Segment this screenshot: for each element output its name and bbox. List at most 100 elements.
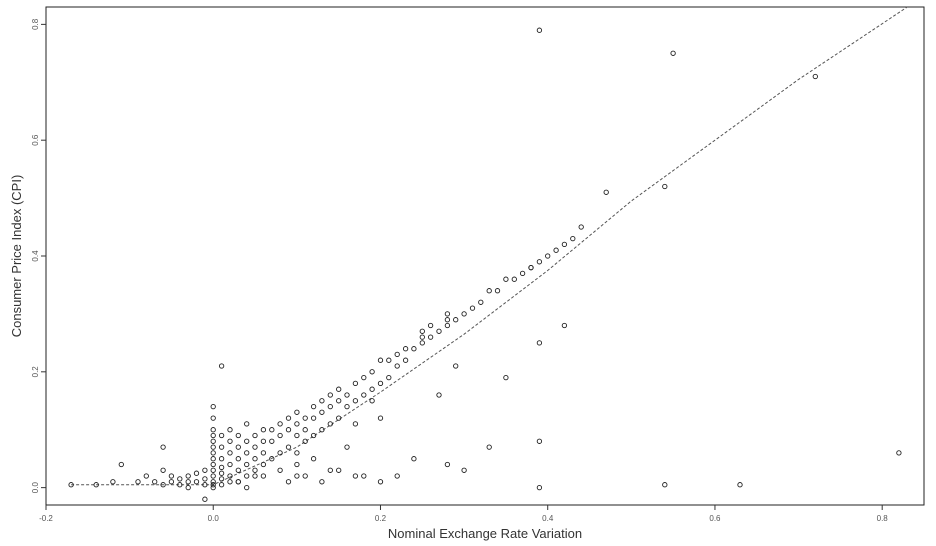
data-point — [336, 398, 342, 404]
data-point — [210, 432, 216, 439]
data-point — [202, 467, 208, 473]
data-point — [461, 467, 467, 473]
data-point — [252, 456, 258, 462]
x-tick-label: 0.8 — [877, 514, 889, 523]
data-point — [662, 183, 668, 190]
data-point — [336, 467, 342, 473]
data-point — [812, 73, 818, 80]
plot-area-frame — [45, 6, 925, 506]
data-point — [210, 427, 216, 433]
data-point — [536, 340, 543, 346]
data-point — [177, 476, 183, 482]
data-point — [352, 398, 359, 404]
data-point — [260, 450, 267, 456]
data-point — [235, 444, 241, 450]
data-point — [218, 363, 225, 369]
data-point — [218, 482, 225, 488]
data-point — [503, 374, 509, 381]
data-point — [269, 427, 275, 433]
data-point — [327, 467, 333, 473]
data-point — [561, 322, 568, 329]
data-point — [361, 374, 367, 381]
data-point — [210, 456, 216, 462]
data-point — [444, 317, 451, 323]
data-point — [377, 479, 384, 485]
data-point — [402, 357, 409, 363]
data-point — [336, 386, 342, 392]
data-point — [244, 421, 250, 427]
data-point — [210, 450, 216, 456]
data-point — [536, 484, 543, 491]
data-point — [411, 456, 417, 462]
data-point — [168, 479, 175, 485]
data-point — [453, 317, 459, 323]
data-point — [285, 479, 292, 485]
regression-line — [71, 6, 908, 486]
data-point — [294, 473, 300, 479]
x-tick-label: 0.4 — [542, 514, 554, 523]
data-point — [260, 461, 267, 468]
data-point — [227, 473, 233, 479]
data-point — [168, 473, 175, 479]
data-point — [302, 427, 308, 433]
data-point — [227, 479, 233, 485]
data-point — [210, 467, 216, 473]
data-point — [377, 380, 384, 387]
data-point — [210, 482, 216, 488]
data-point — [244, 461, 250, 468]
x-tick-label: 0.0 — [208, 514, 220, 523]
data-point — [218, 476, 225, 482]
data-point — [369, 386, 375, 392]
data-point — [419, 340, 425, 346]
data-point — [160, 444, 166, 450]
data-point — [327, 403, 333, 410]
data-point — [310, 415, 317, 421]
data-point — [519, 270, 526, 277]
y-axis-title: Consumer Price Index (CPI) — [9, 175, 24, 338]
data-point — [486, 288, 492, 294]
data-point — [469, 305, 476, 311]
data-point — [369, 369, 375, 375]
data-point — [319, 479, 325, 485]
data-point — [210, 438, 216, 444]
data-point — [260, 427, 267, 433]
data-point — [202, 496, 208, 502]
data-point — [327, 392, 333, 398]
data-point — [185, 484, 191, 491]
data-point — [302, 438, 308, 444]
data-point — [444, 311, 451, 317]
data-point — [210, 484, 216, 491]
data-point — [269, 438, 275, 444]
data-point — [670, 50, 676, 56]
data-point — [386, 374, 392, 381]
data-point — [536, 259, 543, 265]
data-point — [252, 473, 258, 479]
data-point — [235, 432, 241, 439]
data-point — [235, 467, 241, 473]
data-point — [260, 438, 267, 444]
data-point — [252, 467, 258, 473]
data-point — [210, 403, 216, 410]
data-point — [361, 392, 367, 398]
data-point — [336, 415, 342, 421]
data-point — [210, 444, 216, 450]
data-point — [285, 415, 292, 421]
data-point — [218, 464, 225, 471]
data-point — [218, 456, 225, 462]
data-point — [896, 450, 902, 456]
data-point — [285, 427, 292, 433]
data-point — [218, 470, 225, 476]
data-point — [419, 328, 425, 334]
data-point — [578, 224, 584, 230]
data-point — [294, 461, 300, 468]
data-point — [352, 380, 359, 387]
data-point — [662, 482, 668, 488]
data-point — [444, 322, 451, 329]
y-tick-label: 0.6 — [31, 134, 40, 146]
data-point — [553, 247, 559, 253]
data-point — [394, 351, 400, 358]
data-point — [344, 392, 350, 398]
data-point — [277, 421, 283, 427]
data-point — [486, 444, 492, 450]
data-point — [444, 461, 451, 468]
